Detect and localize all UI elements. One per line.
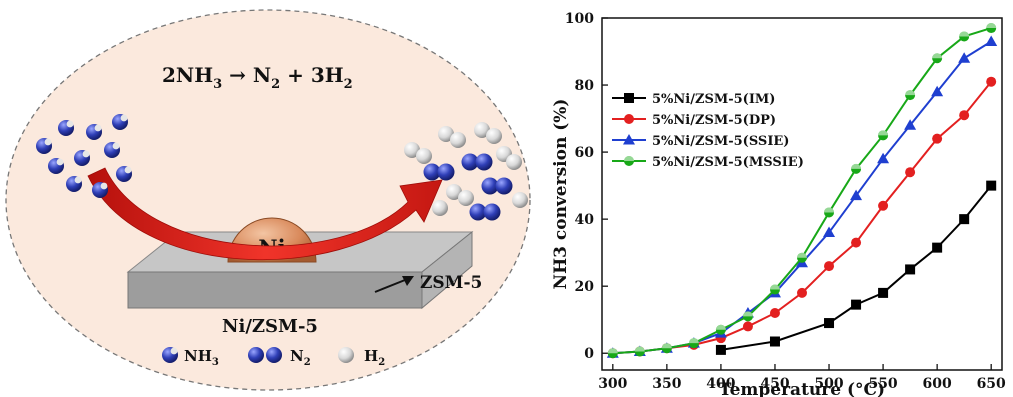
zsm5-label: ZSM-5 [420, 273, 482, 293]
data-point-1-12 [932, 133, 943, 144]
data-point-3-5 [742, 311, 753, 322]
data-point-2-14 [985, 35, 998, 46]
chart-legend: 5%Ni/ZSM-5(IM) 5%Ni/ZSM-5(DP) 5%Ni/ZSM-5(S… [612, 92, 804, 170]
data-point-0-4 [878, 287, 889, 298]
data-point-3-11 [905, 90, 916, 101]
data-point-3-4 [715, 324, 726, 335]
zsm5-pointer [374, 276, 414, 293]
legend-nh3-icon [162, 347, 178, 363]
legend-entry-2: 5%Ni/ZSM-5(SSIE) [612, 134, 789, 149]
data-point-1-6 [769, 308, 780, 319]
x-tick-label-1: 350 [652, 376, 681, 392]
data-point-3-12 [932, 53, 943, 64]
x-tick-label-2: 400 [706, 376, 735, 392]
data-point-2-12 [931, 85, 944, 97]
catalyst-label: Ni/ZSM-5 [222, 316, 318, 337]
x-tick-label-0: 300 [598, 376, 627, 392]
data-point-3-13 [959, 31, 970, 42]
data-point-1-10 [878, 200, 889, 211]
data-point-1-11 [905, 167, 916, 178]
axis-ticks [602, 17, 992, 370]
data-point-1-8 [824, 261, 835, 272]
data-point-2-11 [904, 119, 917, 130]
data-point-3-1 [634, 346, 645, 357]
legend-h2-icon [338, 347, 354, 363]
legend-marker-1 [624, 114, 634, 124]
data-point-3-6 [769, 284, 780, 295]
data-point-3-10 [878, 130, 889, 141]
series-0 [715, 180, 997, 355]
y-tick-label-5: 100 [565, 11, 594, 27]
data-point-1-7 [797, 287, 807, 298]
reaction-scheme: 2NH3 → N2 + 3H2 Ni ZSM-5 Ni/ZSM-5 [5, 9, 531, 391]
data-point-2-8 [823, 226, 836, 238]
data-point-3-0 [607, 348, 618, 359]
x-tick-labels: 300 350 400 450 500 550 600 650 [598, 376, 1006, 392]
y-tick-label-0: 0 [584, 346, 594, 362]
data-point-0-1 [769, 336, 780, 347]
x-tick-label-4: 500 [814, 376, 843, 392]
data-point-2-9 [850, 189, 863, 201]
legend-marker-0 [624, 93, 634, 103]
conversion-chart: 300 350 400 450 500 550 600 650 0 20 40 60 80 100 5%… [551, 11, 1006, 397]
nh3-molecule-cluster [36, 114, 132, 198]
legend-entry-0: 5%Ni/ZSM-5(IM) [612, 92, 775, 107]
data-point-3-9 [851, 163, 862, 174]
legend-label-0: 5%Ni/ZSM-5(IM) [652, 92, 775, 107]
legend-entry-1: 5%Ni/ZSM-5(DP) [612, 113, 776, 128]
legend-n2-icon [248, 347, 282, 363]
data-point-1-14 [986, 76, 997, 87]
legend-marker-3 [624, 156, 634, 166]
y-tick-label-2: 40 [575, 212, 595, 228]
reaction-equation: 2NH3 → N2 + 3H2 [162, 63, 353, 92]
y-tick-label-4: 80 [575, 78, 595, 94]
reaction-arrow [87, 167, 443, 260]
data-point-0-2 [824, 318, 835, 329]
data-point-2-10 [877, 152, 890, 164]
x-tick-label-6: 600 [923, 376, 952, 392]
series-3 [607, 23, 997, 359]
scheme-legend: NH3 N2 H2 [162, 347, 385, 368]
data-point-2-13 [958, 52, 971, 63]
x-axis-label: Temperature (°C) [719, 380, 885, 397]
x-tick-label-3: 450 [760, 376, 789, 392]
series-group [606, 23, 998, 359]
plot-area [601, 17, 1003, 371]
data-point-0-8 [986, 180, 997, 191]
legend-label-2: 5%Ni/ZSM-5(SSIE) [652, 134, 789, 149]
data-point-3-7 [797, 252, 807, 263]
legend-label-1: 5%Ni/ZSM-5(DP) [652, 113, 776, 128]
legend-n2-label: N2 [290, 347, 311, 368]
data-point-3-8 [824, 207, 835, 218]
data-point-3-3 [688, 338, 699, 349]
legend-entry-3: 5%Ni/ZSM-5(MSSIE) [612, 155, 804, 170]
x-tick-label-5: 550 [868, 376, 897, 392]
data-point-0-5 [905, 264, 916, 275]
legend-nh3-label: NH3 [184, 347, 219, 368]
data-point-1-5 [742, 321, 753, 332]
y-tick-label-1: 20 [575, 279, 595, 295]
legend-label-3: 5%Ni/ZSM-5(MSSIE) [652, 155, 804, 170]
data-point-3-2 [661, 343, 672, 354]
data-point-1-9 [851, 237, 862, 248]
y-axis-label: NH3 conversion (%) [551, 99, 571, 290]
data-point-3-14 [986, 23, 997, 34]
legend-h2-label: H2 [364, 347, 385, 368]
y-tick-labels: 0 20 40 60 80 100 [565, 11, 594, 362]
data-point-0-6 [932, 242, 943, 253]
data-point-0-0 [715, 344, 726, 355]
data-point-0-3 [851, 299, 862, 310]
data-point-1-13 [959, 110, 970, 121]
product-molecule-cluster [404, 122, 528, 221]
x-tick-label-7: 650 [977, 376, 1006, 392]
legend-marker-2 [623, 134, 635, 145]
y-tick-label-3: 60 [575, 145, 595, 161]
data-point-0-7 [959, 214, 970, 225]
